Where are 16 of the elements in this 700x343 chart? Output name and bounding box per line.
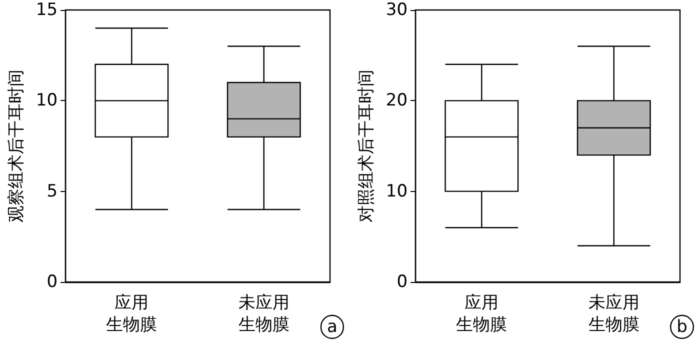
y-tick-label: 15 bbox=[36, 0, 58, 20]
x-tick-label: 应用生物膜 bbox=[456, 293, 508, 335]
x-tick-label: 未应用生物膜 bbox=[588, 293, 640, 335]
x-tick-label: 应用生物膜 bbox=[106, 293, 158, 335]
y-tick-label: 30 bbox=[386, 0, 408, 20]
y-axis-title: 观察组术后干耳时间 bbox=[6, 70, 26, 222]
x-tick-label: 未应用生物膜 bbox=[238, 293, 290, 335]
y-tick-label: 0 bbox=[396, 272, 408, 292]
y-tick-label: 20 bbox=[386, 90, 408, 111]
y-tick-label: 0 bbox=[46, 272, 58, 292]
text: a bbox=[326, 316, 338, 337]
text: b bbox=[676, 316, 688, 337]
y-tick-label: 10 bbox=[386, 181, 408, 202]
y-tick-label: 10 bbox=[36, 90, 58, 111]
y-axis-title: 对照组术后干耳时间 bbox=[356, 70, 376, 222]
y-tick-label: 5 bbox=[46, 181, 58, 202]
